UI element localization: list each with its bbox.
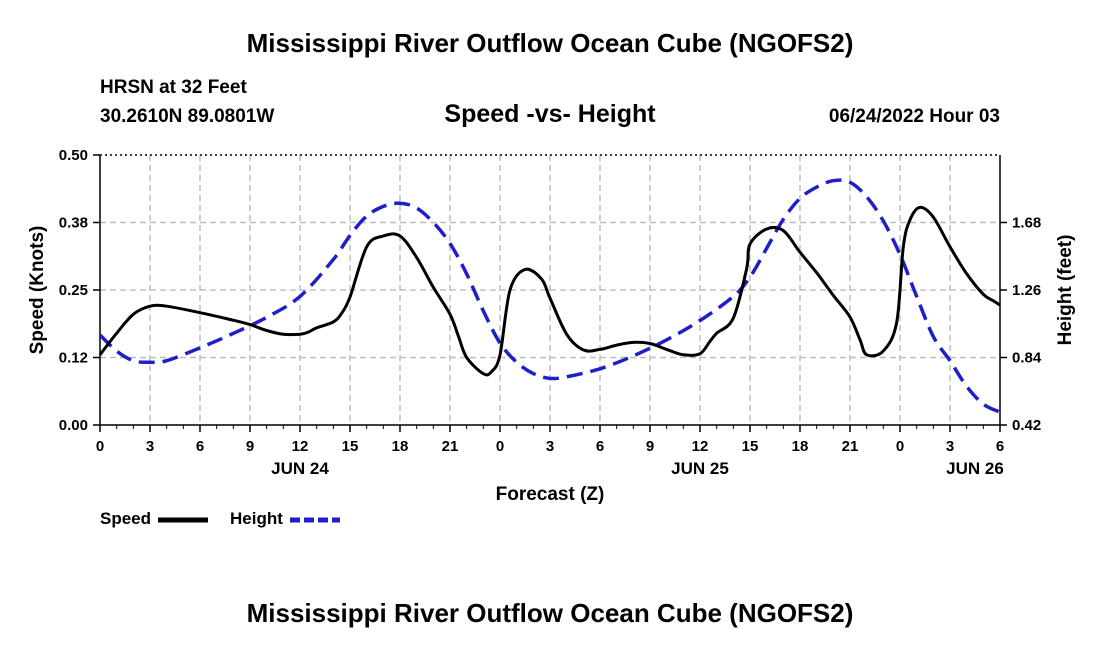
legend-speed-swatch: [157, 517, 208, 523]
y-axis-title: Speed (Knots): [27, 226, 48, 355]
y2-axis-title: Height (feet): [1055, 235, 1076, 346]
x-tick-label: 6: [996, 438, 1004, 455]
y-tick-label: 0.50: [59, 147, 88, 164]
x-tick-label: 3: [546, 438, 554, 455]
x-tick-label: 6: [596, 438, 604, 455]
y2-tick-label: 0.84: [1012, 350, 1042, 367]
forecast-datetime: 06/24/2022 Hour 03: [828, 106, 1000, 127]
x-tick-label: 12: [292, 438, 309, 455]
coordinates-label: 30.2610N 89.0801W: [100, 106, 275, 127]
x-tick-label: 12: [692, 438, 709, 455]
x-tick-label: 3: [946, 438, 954, 455]
y2-tick-label: 1.26: [1012, 282, 1041, 299]
chart-title: Mississippi River Outflow Ocean Cube (NG…: [246, 28, 854, 58]
legend-height-swatch: [289, 517, 340, 523]
x-tick-label: 3: [146, 438, 154, 455]
y2-tick-label: 1.68: [1012, 215, 1041, 232]
x-tick-label: 21: [442, 438, 459, 455]
x-tick-label: 9: [646, 438, 654, 455]
date-label: JUN 24: [271, 459, 329, 478]
y-tick-label: 0.00: [59, 417, 88, 434]
chart-subtitle: Speed -vs- Height: [444, 100, 656, 128]
x-tick-label: 0: [896, 438, 904, 455]
x-tick-label: 15: [342, 438, 359, 455]
x-tick-label: 9: [246, 438, 254, 455]
y2-tick-label: 0.42: [1012, 417, 1041, 434]
x-tick-label: 0: [496, 438, 504, 455]
y-tick-label: 0.25: [59, 282, 88, 299]
legend-height: Height: [230, 509, 342, 529]
x-tick-label: 0: [96, 438, 104, 455]
legend-speed: Speed: [100, 509, 210, 529]
x-tick-label: 6: [196, 438, 204, 455]
x-tick-label: 21: [842, 438, 859, 455]
date-label: JUN 26: [946, 459, 1004, 478]
legend-height-label: Height: [230, 509, 283, 528]
footer-title: Mississippi River Outflow Ocean Cube (NG…: [246, 598, 854, 628]
legend-speed-label: Speed: [100, 509, 152, 528]
y-tick-label: 0.38: [59, 215, 88, 232]
y-tick-label: 0.12: [59, 350, 88, 367]
x-axis-title: Forecast (Z): [496, 484, 605, 505]
x-tick-label: 18: [392, 438, 409, 455]
x-tick-label: 15: [742, 438, 759, 455]
station-label: HRSN at 32 Feet: [100, 77, 247, 98]
date-label: JUN 25: [671, 459, 729, 478]
series-height-line: [98, 178, 1001, 414]
series-speed-line: [98, 205, 1001, 377]
x-tick-label: 18: [792, 438, 809, 455]
